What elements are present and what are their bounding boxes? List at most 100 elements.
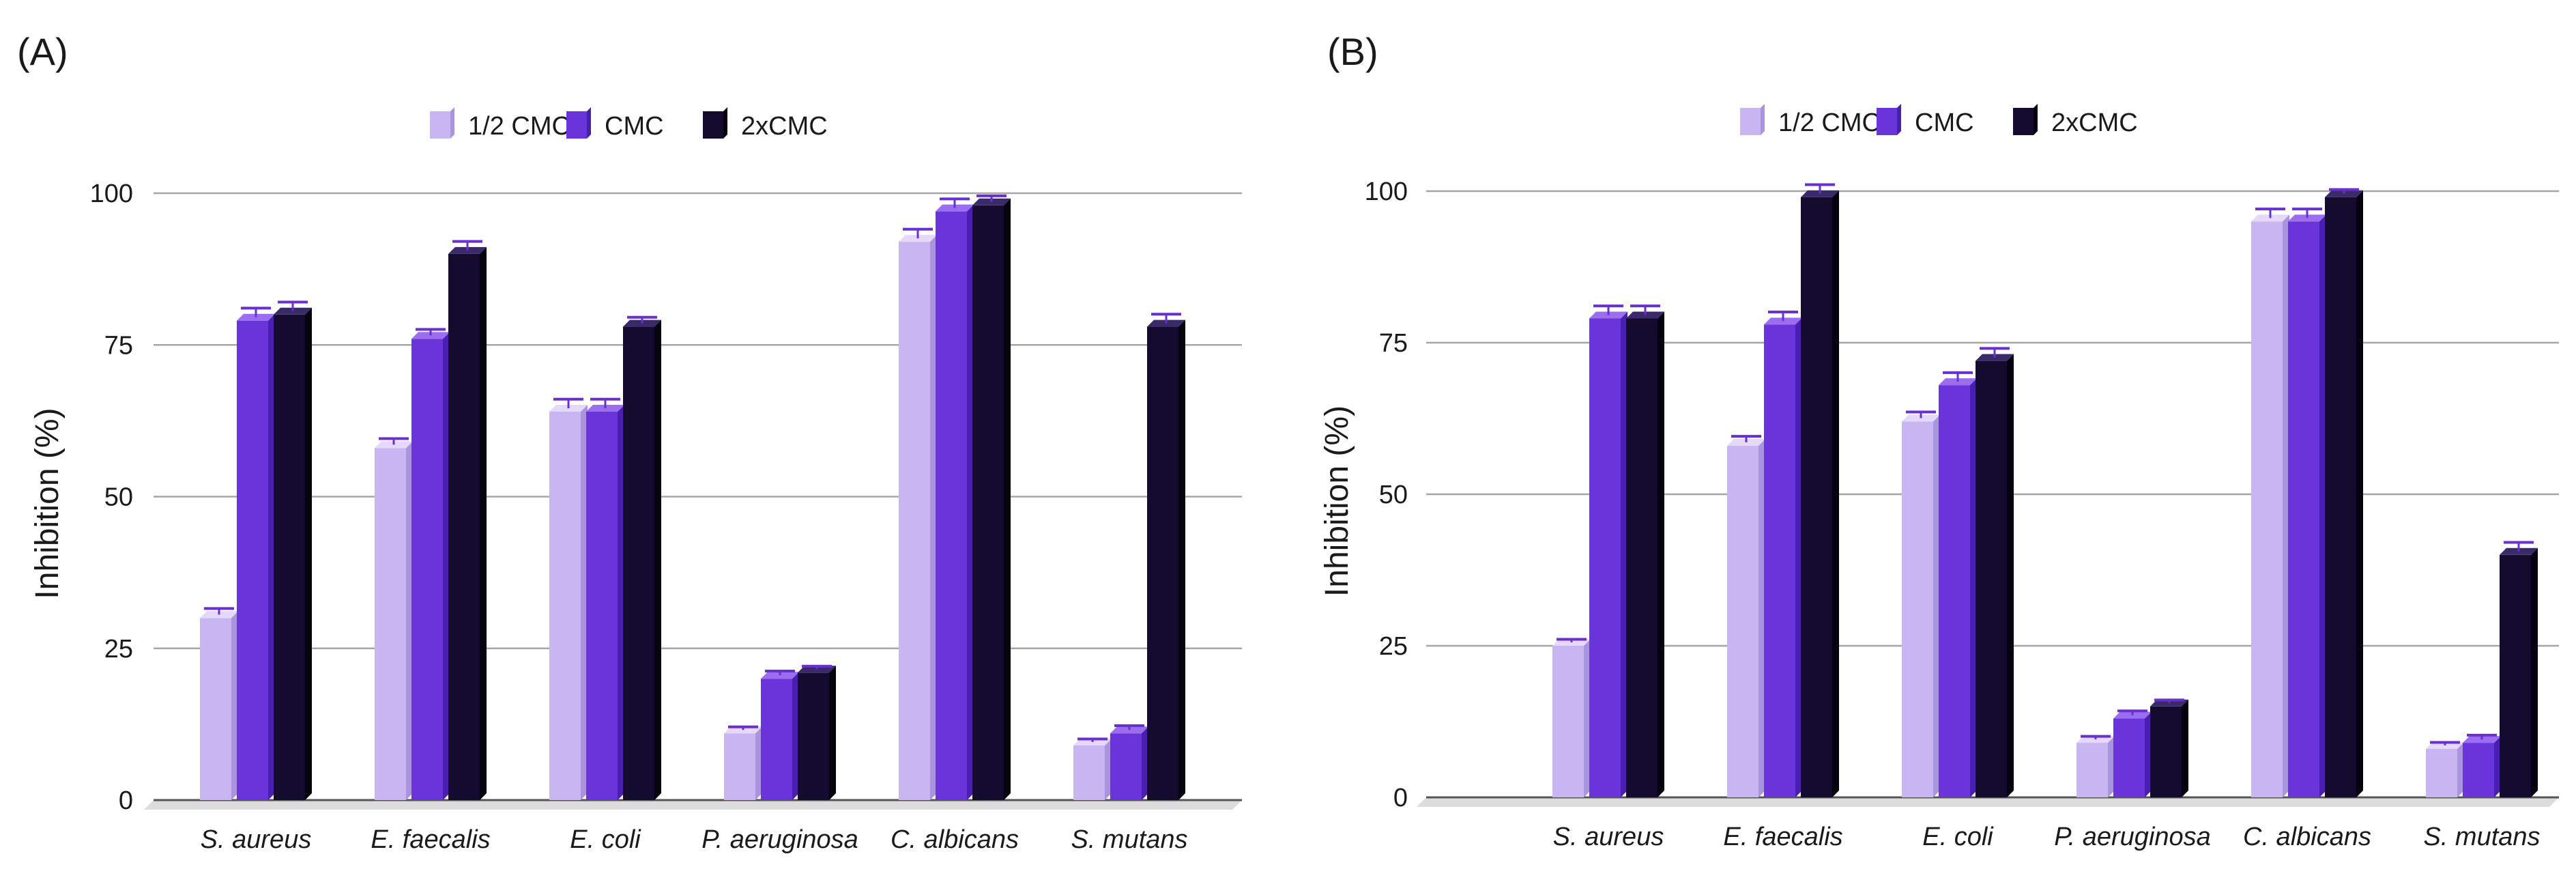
bar <box>2150 698 2188 797</box>
bar <box>761 669 799 800</box>
bar <box>1764 311 1802 797</box>
bar-side <box>1621 311 1627 798</box>
bar-front <box>1073 745 1105 800</box>
bar-front <box>200 618 231 800</box>
bar-side <box>1832 190 1839 797</box>
bar-side <box>443 332 450 800</box>
bar-side <box>1933 414 1940 797</box>
bar <box>1626 304 1664 798</box>
bar-side <box>305 307 312 800</box>
bar-side <box>1759 438 1765 797</box>
bar-side <box>268 313 275 800</box>
bar <box>2426 741 2464 797</box>
y-tick-label: 50 <box>1379 481 1408 509</box>
bar-front <box>1902 421 1933 797</box>
y-axis-label: Inhibition (%) <box>1319 406 1355 597</box>
bar-side <box>406 441 413 800</box>
legend-swatch <box>1740 108 1761 135</box>
y-axis-label: Inhibition (%) <box>29 408 66 599</box>
bar-front <box>2113 718 2145 797</box>
bar <box>899 227 937 800</box>
bar-front <box>2150 706 2182 797</box>
bar-front <box>448 253 480 800</box>
bar-front <box>1976 360 2007 797</box>
bar-front <box>1727 445 1759 797</box>
bar-front <box>1110 733 1142 800</box>
x-tick-label: C. albicans <box>2243 823 2371 851</box>
bar-front <box>2288 221 2319 797</box>
y-tick-label: 0 <box>119 786 133 815</box>
bar <box>2288 208 2326 797</box>
x-tick-label: E. faecalis <box>1723 823 1842 851</box>
y-tick-label: 75 <box>104 331 133 360</box>
bar <box>1939 371 1977 797</box>
legend-label: 2xCMC <box>2051 109 2138 137</box>
bar-front <box>623 326 654 801</box>
legend-item: CMC <box>1877 104 1974 137</box>
legend-label: CMC <box>605 112 664 141</box>
bar-side <box>1105 738 1112 800</box>
bar-front <box>2500 554 2531 797</box>
bar-front <box>2076 743 2108 797</box>
x-tick-label: S. aureus <box>201 825 312 854</box>
legend-item: 2xCMC <box>703 107 828 141</box>
bar <box>448 240 487 800</box>
bar-side <box>2319 214 2326 797</box>
legend-swatch <box>430 111 450 139</box>
bar <box>1552 638 1591 797</box>
legend-swatch <box>2013 108 2034 135</box>
bar-side <box>480 246 487 800</box>
x-tick-label: S. mutans <box>2423 823 2540 851</box>
bar <box>375 437 413 800</box>
legend-swatch-side <box>1761 104 1765 135</box>
bar-front <box>1552 646 1584 797</box>
bar-front <box>586 412 618 800</box>
y-tick-label: 0 <box>1393 784 1408 812</box>
legend-swatch-side <box>1897 104 1901 135</box>
panel-label-b: (B) <box>1327 30 1378 73</box>
bar <box>1073 737 1112 800</box>
legend-label: 1/2 CMC <box>1778 109 1881 137</box>
bar-front <box>1764 324 1795 797</box>
bar-front <box>375 448 406 800</box>
bar <box>1147 313 1185 801</box>
y-tick-label: 100 <box>90 180 133 208</box>
bar-front <box>1939 385 1970 797</box>
y-tick-label: 25 <box>1379 632 1408 661</box>
bar-side <box>2457 741 2464 797</box>
bar-front <box>2426 748 2457 797</box>
bar-side <box>2494 736 2501 797</box>
bar-front <box>936 211 967 800</box>
bar <box>274 300 312 800</box>
bar-side <box>829 666 836 800</box>
bar <box>1110 724 1148 800</box>
bar <box>936 197 974 800</box>
bar-side <box>2145 711 2152 797</box>
legend-swatch <box>703 111 723 139</box>
bar <box>1589 304 1627 798</box>
bar-front <box>1589 318 1621 798</box>
bar <box>2076 735 2115 797</box>
bar-side <box>581 405 588 800</box>
x-tick-label: P. aeruginosa <box>701 825 858 854</box>
bar-front <box>2463 743 2494 797</box>
y-tick-label: 75 <box>1379 329 1408 358</box>
chart-floor <box>1417 797 2559 807</box>
bar-front <box>549 412 581 800</box>
bar-side <box>2356 190 2363 797</box>
bar-front <box>724 733 755 800</box>
y-tick-label: 25 <box>104 635 133 664</box>
x-tick-label: P. aeruginosa <box>2054 823 2211 851</box>
legend-swatch <box>566 111 587 139</box>
bar-side <box>755 726 762 800</box>
bar-side <box>1658 311 1664 798</box>
bar-front <box>1801 197 1832 797</box>
bar-side <box>930 235 937 800</box>
chart-panel-b: (B) 0 25 50 75 100 Inhibition (%) 1/2 CMC CMC 2xC… <box>1319 30 2559 851</box>
bar-side <box>1795 317 1802 797</box>
legend-label: 2xCMC <box>741 112 828 141</box>
bar <box>586 397 624 800</box>
bar <box>798 664 836 800</box>
bar-side <box>1584 639 1591 797</box>
